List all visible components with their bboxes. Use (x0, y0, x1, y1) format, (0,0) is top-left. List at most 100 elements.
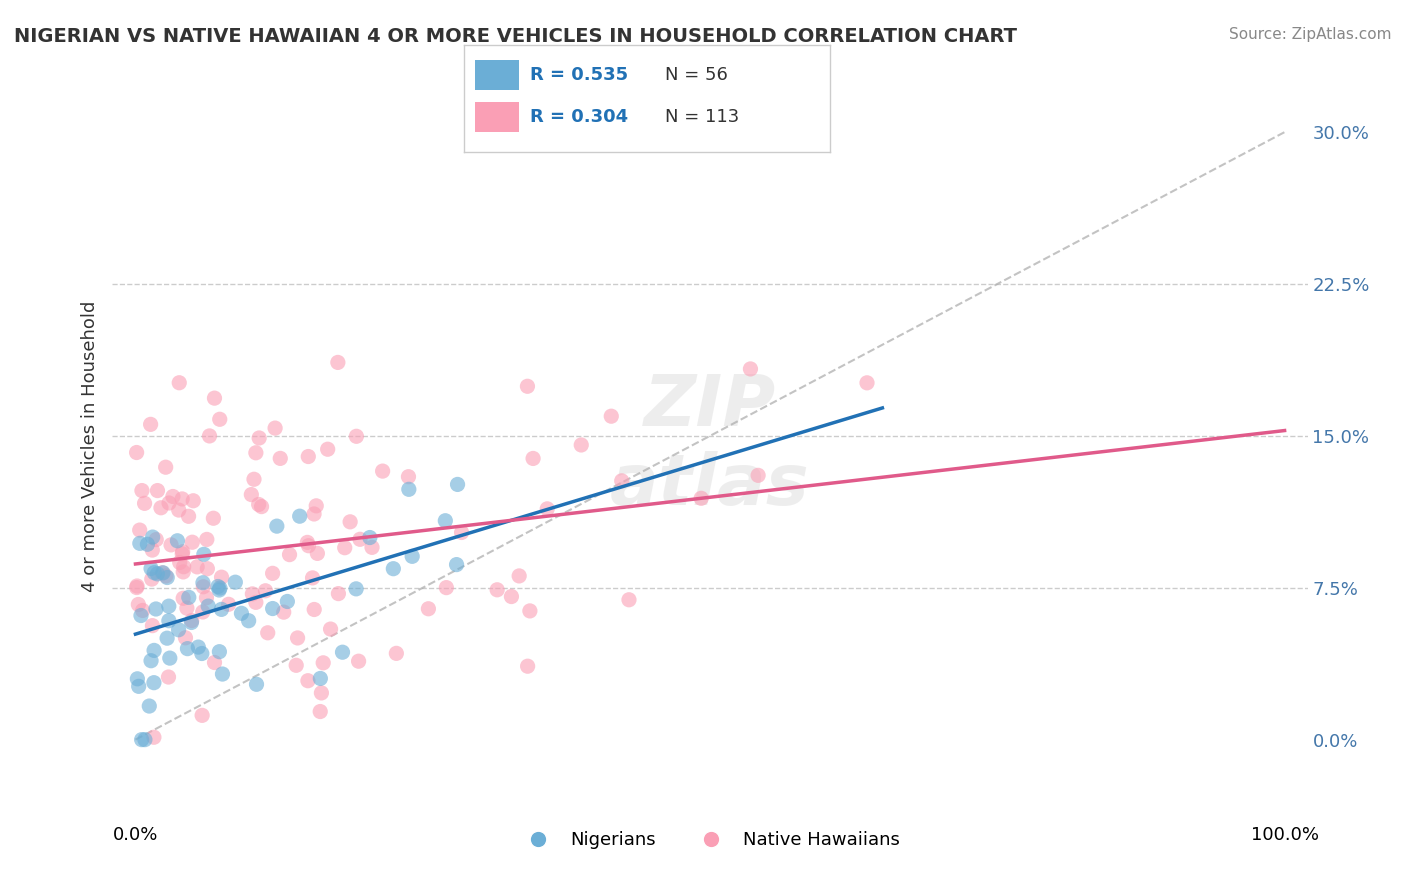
Point (141, 543, 163, 558)
Point (211, 570, 233, 584)
Point (138, 699, 160, 714)
Point (131, 732, 153, 747)
Point (159, 651, 181, 665)
Point (208, 581, 231, 595)
Point (204, 391, 226, 405)
Point (516, 379, 538, 393)
Point (156, 631, 179, 645)
Point (382, 562, 405, 576)
Point (139, 654, 162, 668)
Point (326, 355, 349, 369)
Point (191, 605, 214, 619)
Point (172, 591, 194, 606)
Point (297, 535, 319, 549)
Point (146, 566, 169, 581)
Text: R = 0.304: R = 0.304 (530, 109, 628, 127)
Point (187, 640, 209, 654)
Point (174, 631, 197, 645)
Point (434, 514, 457, 528)
Text: NIGERIAN VS NATIVE HAWAIIAN 4 OR MORE VEHICLES IN HOUSEHOLD CORRELATION CHART: NIGERIAN VS NATIVE HAWAIIAN 4 OR MORE VE… (14, 27, 1017, 45)
Point (181, 535, 204, 549)
Point (141, 618, 163, 632)
Point (131, 603, 153, 617)
Point (297, 450, 319, 464)
Point (195, 562, 218, 576)
Point (328, 586, 350, 600)
Point (302, 507, 325, 521)
Point (297, 673, 319, 688)
Point (128, 536, 150, 550)
Point (254, 583, 277, 598)
Point (446, 477, 468, 491)
Point (180, 614, 202, 628)
Point (142, 530, 165, 544)
Point (166, 533, 188, 548)
Point (142, 731, 165, 745)
Point (204, 656, 226, 670)
Point (172, 545, 194, 559)
Point (245, 595, 267, 609)
Point (519, 604, 541, 618)
Point (197, 599, 219, 613)
Point (312, 656, 335, 670)
Point (160, 538, 183, 552)
Point (177, 591, 200, 605)
Point (288, 509, 311, 524)
Point (146, 483, 169, 498)
Point (191, 575, 214, 590)
Point (172, 565, 194, 579)
Point (371, 464, 394, 478)
Point (157, 614, 180, 628)
Point (446, 558, 468, 572)
Point (238, 614, 260, 628)
Point (193, 547, 215, 561)
Point (128, 523, 150, 537)
Point (240, 487, 263, 501)
FancyBboxPatch shape (475, 60, 519, 89)
Point (193, 580, 215, 594)
Point (162, 490, 184, 504)
Point (332, 645, 354, 659)
Point (309, 705, 332, 719)
Point (486, 582, 509, 597)
Point (142, 675, 165, 690)
Point (269, 451, 291, 466)
Point (307, 546, 329, 560)
Text: R = 0.535: R = 0.535 (530, 66, 628, 84)
Point (339, 515, 361, 529)
Point (450, 525, 472, 540)
Point (297, 539, 319, 553)
Text: Source: ZipAtlas.com: Source: ZipAtlas.com (1229, 27, 1392, 42)
Point (398, 483, 420, 497)
Point (501, 590, 523, 604)
Point (522, 451, 544, 466)
Point (262, 601, 284, 615)
Point (273, 605, 295, 619)
Point (243, 472, 266, 486)
Point (276, 594, 298, 608)
Point (208, 412, 231, 426)
FancyBboxPatch shape (475, 103, 519, 132)
Point (617, 592, 640, 607)
Point (344, 429, 367, 443)
Point (128, 679, 150, 693)
Point (156, 570, 179, 584)
Point (231, 607, 253, 621)
Point (262, 566, 284, 581)
Point (169, 556, 191, 570)
Point (401, 549, 423, 564)
Point (157, 670, 180, 684)
Point (211, 667, 233, 681)
Point (167, 376, 190, 390)
Point (207, 580, 229, 594)
Point (145, 602, 167, 616)
Point (157, 599, 180, 614)
Point (191, 647, 214, 661)
Point (195, 533, 218, 547)
Text: N = 113: N = 113 (665, 109, 740, 127)
Point (202, 511, 225, 525)
Point (302, 602, 325, 616)
Point (245, 677, 267, 691)
Point (256, 625, 278, 640)
Point (125, 581, 148, 595)
